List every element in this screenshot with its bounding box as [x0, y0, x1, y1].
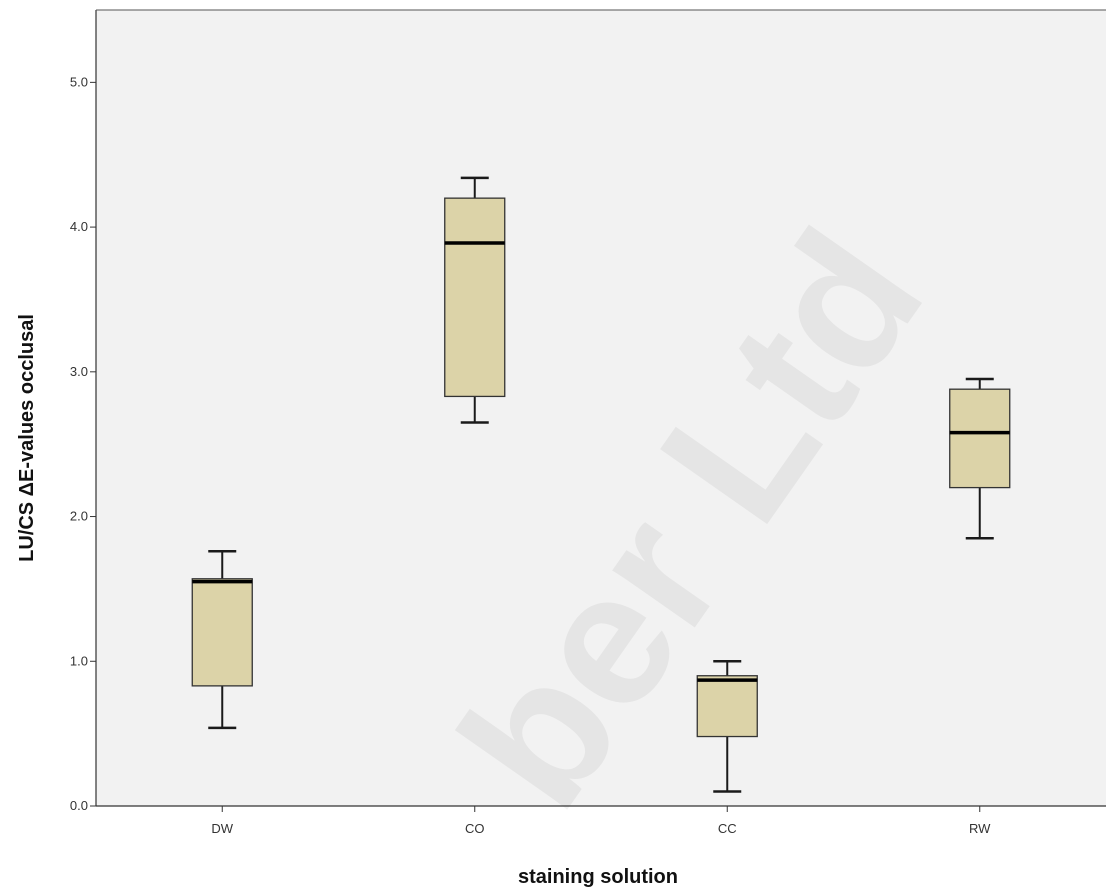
y-tick-label: 3.0: [70, 364, 88, 379]
iqr-box: [191, 578, 253, 687]
y-tick-label: 1.0: [70, 653, 88, 668]
y-tick-label: 5.0: [70, 74, 88, 89]
box-dw: [191, 550, 253, 730]
x-tick-label: CO: [465, 821, 485, 836]
box-series: [191, 176, 1011, 793]
y-tick-label: 4.0: [70, 219, 88, 234]
y-axis-title: LU/CS ΔE-values occlusal: [16, 314, 38, 562]
y-tick-label: 0.0: [70, 798, 88, 813]
x-tick-label: CC: [718, 821, 737, 836]
iqr-box: [696, 675, 758, 738]
iqr-box: [444, 197, 506, 398]
box-co: [444, 176, 506, 424]
x-tick-label: RW: [969, 821, 991, 836]
box-rw: [949, 377, 1011, 540]
y-axis-ticks: 0.0 1.0 2.0 3.0 4.0 5.0: [70, 74, 96, 813]
iqr-box: [949, 388, 1011, 489]
x-axis-title: staining solution: [518, 866, 678, 888]
x-tick-label: DW: [211, 821, 233, 836]
y-tick-label: 2.0: [70, 509, 88, 524]
box-cc: [696, 660, 758, 793]
x-axis-ticks: DW CO CC RW: [211, 806, 991, 836]
plot-area: [96, 10, 1106, 806]
